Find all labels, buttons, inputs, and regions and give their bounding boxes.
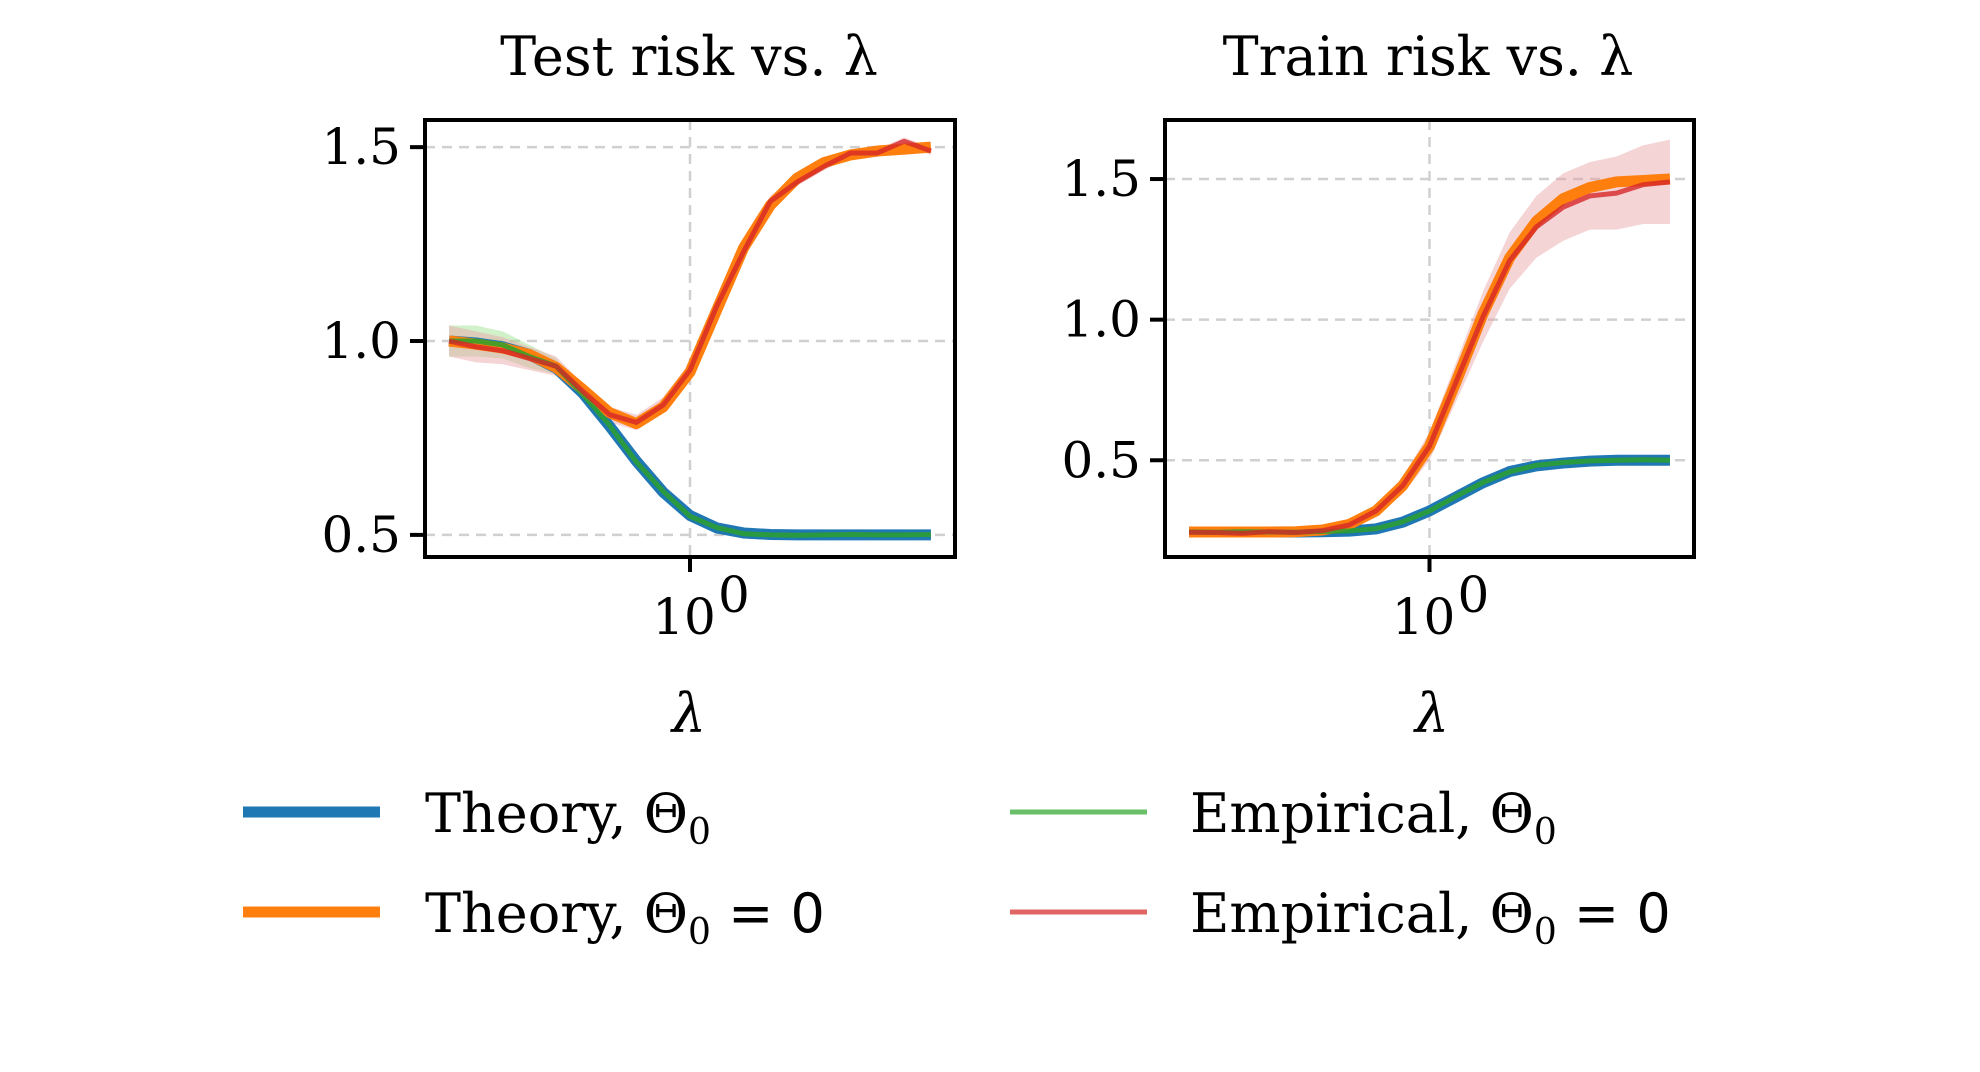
x-tick-label: 10 xyxy=(1392,588,1456,646)
legend-label: Theory, Θ0 = 0 xyxy=(425,882,825,953)
chart-title: Train risk vs. λ xyxy=(1223,25,1634,88)
legend-label: Theory, Θ0 xyxy=(425,782,711,853)
y-tick-label: 1.0 xyxy=(1061,291,1141,349)
legend-item: Empirical, Θ0 = 0 xyxy=(1010,882,1671,953)
empirical-zero-band xyxy=(449,137,931,431)
y-tick-label: 1.5 xyxy=(321,118,401,176)
empirical-zero-line xyxy=(448,138,932,425)
y-tick-label: 1.5 xyxy=(1061,150,1141,208)
x-axis-label: λ xyxy=(670,682,706,745)
legend: Theory, Θ0 Empirical, Θ0 Theory, Θ0 = 0 Emp… xyxy=(243,782,1671,953)
legend-item: Theory, Θ0 = 0 xyxy=(243,882,825,953)
x-tick-label-exponent: 0 xyxy=(718,566,750,624)
x-tick-label-exponent: 0 xyxy=(1458,566,1490,624)
chart-title: Test risk vs. λ xyxy=(500,25,878,88)
x-axis-label: λ xyxy=(1413,682,1449,745)
y-tick-label: 1.0 xyxy=(321,312,401,370)
legend-label: Empirical, Θ0 = 0 xyxy=(1190,882,1671,953)
y-tick-label: 0.5 xyxy=(1061,431,1141,489)
legend-item: Theory, Θ0 xyxy=(243,782,711,853)
legend-item: Empirical, Θ0 xyxy=(1010,782,1557,853)
test-risk-panel: Test risk vs. λ 0.5 1.0 1.5 10 0 λ xyxy=(321,25,957,745)
empirical-zero-line xyxy=(1189,179,1671,536)
legend-label: Empirical, Θ0 xyxy=(1190,782,1557,853)
y-tick-label: 0.5 xyxy=(321,506,401,564)
train-risk-panel: Train risk vs. λ 0.5 1.0 1.5 10 0 λ xyxy=(1061,25,1696,745)
x-tick-label: 10 xyxy=(652,588,716,646)
empirical-zero-band xyxy=(1189,139,1670,537)
